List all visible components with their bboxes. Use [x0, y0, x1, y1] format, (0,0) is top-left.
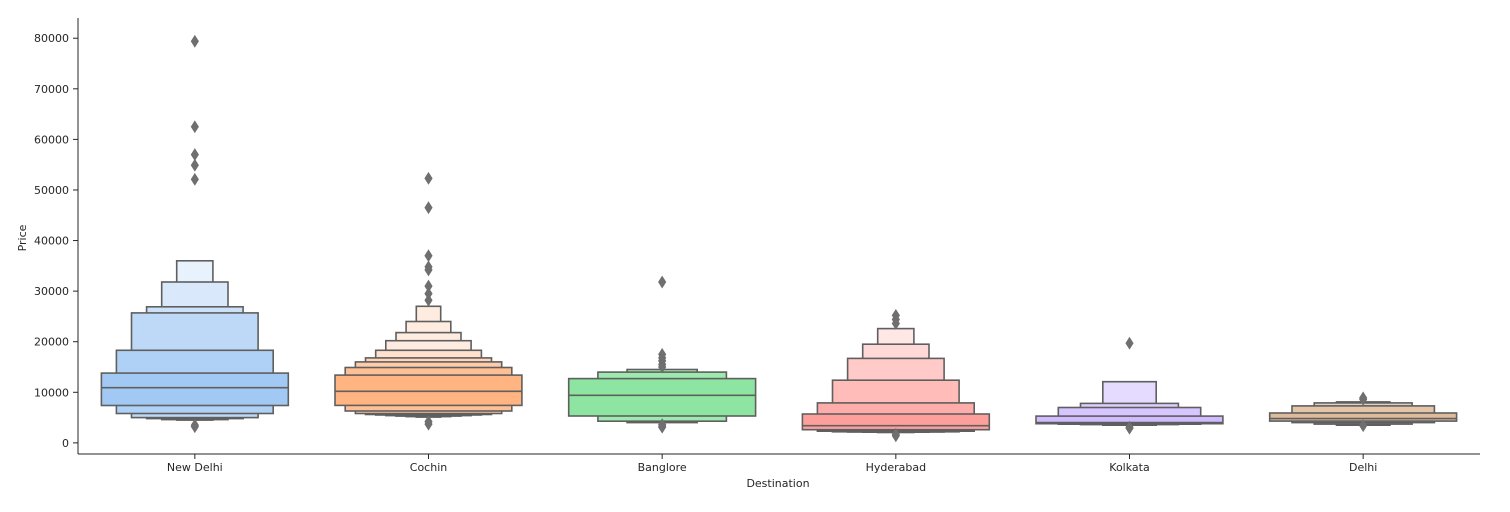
y-tick-label: 10000	[34, 386, 69, 399]
outlier-point	[190, 158, 199, 172]
boxen-cochin	[334, 171, 523, 431]
outlier-point	[424, 201, 433, 215]
outlier-point	[190, 420, 199, 434]
outlier-point	[190, 172, 199, 186]
axes	[77, 18, 1480, 455]
y-tick-label: 70000	[34, 83, 69, 96]
y-tick-label: 50000	[34, 184, 69, 197]
outlier-point	[658, 275, 667, 289]
outlier-point	[424, 171, 433, 185]
x-tick-label: Kolkata	[1109, 461, 1149, 474]
boxen-box	[801, 413, 991, 431]
outlier-point	[190, 148, 199, 161]
outlier-point	[424, 249, 433, 263]
outlier-point	[891, 429, 900, 443]
outlier-point	[424, 293, 433, 307]
outlier-point	[424, 417, 433, 431]
plot-area	[100, 34, 1458, 443]
y-tick-label: 0	[62, 437, 69, 450]
boxen-box	[334, 374, 523, 407]
boxen-banglore	[567, 275, 757, 434]
outlier-point	[1125, 421, 1134, 435]
x-tick-label: Hyderabad	[866, 461, 927, 474]
outlier-point	[658, 420, 667, 434]
y-axis-label: Price	[16, 224, 29, 251]
outlier-point	[190, 120, 199, 134]
boxen-kolkata	[1035, 336, 1224, 435]
boxen-delhi	[1268, 391, 1458, 433]
x-axis-label: Destination	[746, 477, 809, 490]
boxen-box	[567, 377, 757, 417]
x-ticks: New Delhi Cochin Banglore Hyderabad Kolkata D…	[167, 454, 1377, 474]
boxen-box	[100, 372, 290, 407]
x-tick-label: Cochin	[410, 461, 447, 474]
boxen-hyderabad	[801, 308, 991, 443]
outlier-point	[658, 360, 667, 374]
outlier-point	[424, 263, 433, 277]
x-tick-label: New Delhi	[167, 461, 223, 474]
y-tick-label: 80000	[34, 32, 69, 45]
y-tick-label: 60000	[34, 133, 69, 146]
boxen-new-delhi	[100, 34, 290, 434]
x-tick-label: Banglore	[638, 461, 687, 474]
y-tick-label: 30000	[34, 285, 69, 298]
x-tick-label: Delhi	[1349, 461, 1377, 474]
y-tick-label: 20000	[34, 336, 69, 349]
outlier-point	[1359, 419, 1368, 433]
outlier-point	[190, 34, 199, 48]
outlier-point	[891, 317, 900, 330]
outlier-point	[1125, 336, 1134, 350]
y-ticks: 0 10000 20000 30000 40000 50000 60000 70000 8000…	[34, 32, 78, 450]
y-tick-label: 40000	[34, 235, 69, 248]
outlier-point	[1359, 392, 1368, 406]
